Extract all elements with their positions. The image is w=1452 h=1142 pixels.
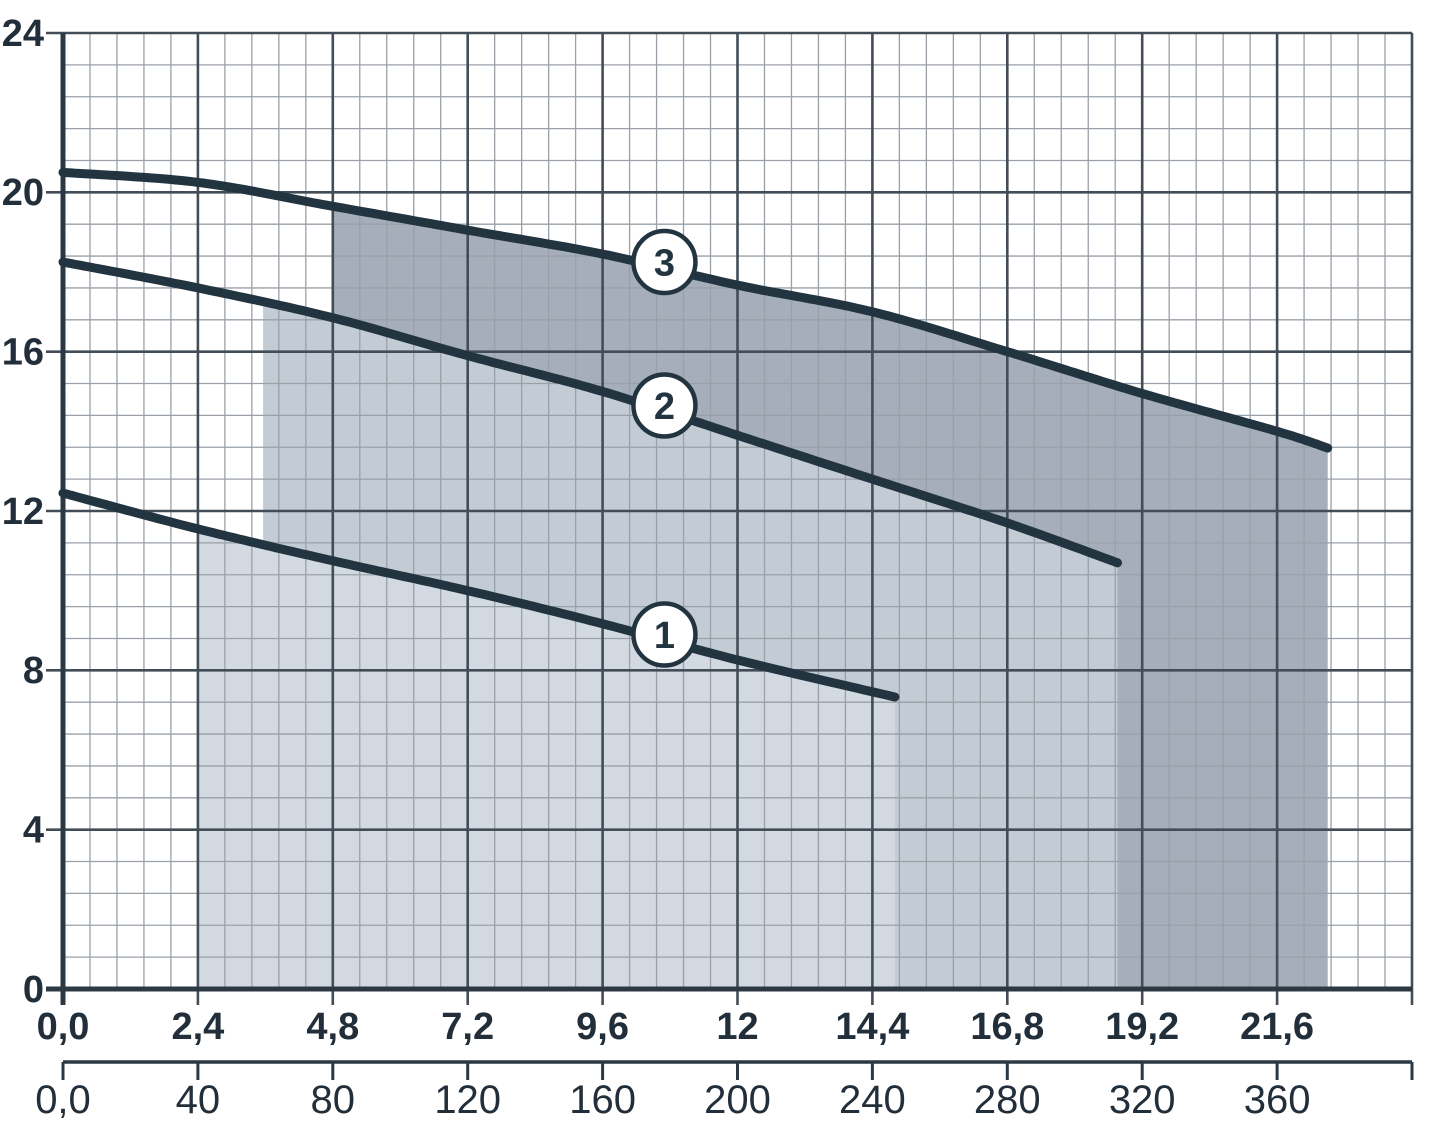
operating-range-band-1 <box>197 528 895 989</box>
x-tick-label: 21,6 <box>1240 1006 1314 1048</box>
curves <box>58 167 1333 702</box>
x-axis-secondary: 0,0 40 80 120 160 200 240 280 320 360 <box>35 1060 1414 1122</box>
flow-lmin-tick-label: 360 <box>1244 1078 1311 1122</box>
y-axis-labels: 24 20 16 12 8 4 0 <box>2 13 44 1011</box>
curve-marker-number: 1 <box>654 615 675 657</box>
x-tick-label: 2,4 <box>171 1006 224 1048</box>
y-tick-label: 4 <box>23 809 44 851</box>
axes <box>46 33 1412 1005</box>
y-tick-label: 8 <box>23 650 44 692</box>
flow-lmin-tick-label: 40 <box>176 1078 221 1122</box>
x-tick-label: 12 <box>716 1006 758 1048</box>
curve-marker-1: 1 <box>631 601 698 668</box>
y-tick-label: 20 <box>2 172 44 214</box>
x-tick-label: 4,8 <box>306 1006 359 1048</box>
curve-marker-circle <box>631 601 698 668</box>
flow-lmin-tick-label: 200 <box>704 1078 771 1122</box>
flow-lmin-tick-label: 0,0 <box>35 1078 91 1122</box>
x-tick-label: 14,4 <box>835 1006 909 1048</box>
curve-marker-2: 2 <box>631 372 698 439</box>
curve-marker-number: 2 <box>654 386 675 428</box>
y-tick-label: 16 <box>2 331 44 373</box>
curve-markers: 1 2 3 <box>631 228 698 668</box>
flow-lmin-tick-label: 280 <box>974 1078 1041 1122</box>
x-axis-primary-labels: 0,0 2,4 4,8 7,2 9,6 12 14,4 16,8 19,2 21,6 <box>37 1006 1314 1048</box>
x-tick-label: 7,2 <box>441 1006 494 1048</box>
y-tick-label: 24 <box>2 13 44 55</box>
grid-major <box>46 31 1414 1005</box>
x-tick-label: 16,8 <box>970 1006 1044 1048</box>
curve-2 <box>58 257 1122 568</box>
curve-marker-circle <box>631 228 698 296</box>
y-tick-label: 0 <box>23 969 44 1011</box>
flow-lmin-tick-label: 320 <box>1109 1078 1176 1122</box>
flow-lmin-tick-label: 240 <box>839 1078 906 1122</box>
x-tick-label: 19,2 <box>1105 1006 1179 1048</box>
x-tick-label: 9,6 <box>576 1006 629 1048</box>
curve-marker-number: 3 <box>654 243 675 285</box>
curve-marker-3: 3 <box>631 228 698 296</box>
x-tick-label: 0,0 <box>37 1006 90 1048</box>
flow-lmin-tick-label: 160 <box>569 1078 636 1122</box>
curve-1 <box>58 488 900 702</box>
flow-lmin-tick-label: 120 <box>434 1078 501 1122</box>
curve-3 <box>58 167 1333 453</box>
curve-marker-circle <box>631 372 698 439</box>
y-tick-label: 12 <box>2 491 44 533</box>
flow-lmin-tick-label: 80 <box>311 1078 356 1122</box>
